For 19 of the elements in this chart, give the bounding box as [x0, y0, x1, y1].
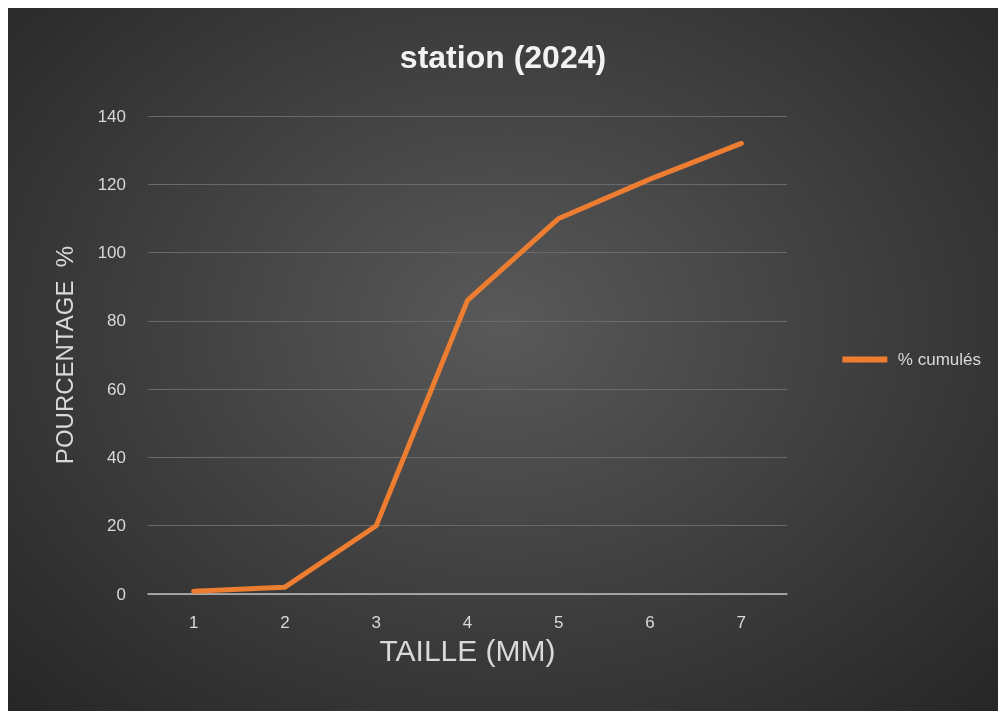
y-tick-label: 120 — [97, 174, 126, 194]
x-tick-label: 5 — [554, 613, 564, 632]
y-axis-title: POURCENTAGE % — [50, 245, 78, 465]
x-tick-label: 2 — [280, 613, 290, 632]
x-tick-label: 3 — [371, 613, 381, 632]
y-tick-label: 20 — [107, 516, 126, 536]
x-tick-label: 6 — [645, 613, 655, 632]
x-axis-title: TAILLE (MM) — [379, 634, 556, 668]
y-tick-label: 40 — [107, 447, 126, 467]
x-tick-label: 4 — [462, 613, 473, 632]
x-tick-label: 7 — [736, 613, 747, 632]
y-tick-label: 140 — [97, 106, 126, 126]
y-tick-label: 80 — [107, 311, 126, 331]
y-tick-label: 0 — [116, 584, 126, 604]
y-tick-label: 60 — [107, 379, 126, 399]
y-tick-label: 100 — [97, 243, 126, 263]
chart-title: station (2024) — [399, 39, 607, 75]
x-tick-label: 1 — [188, 613, 199, 632]
legend-label: % cumulés — [897, 350, 981, 369]
